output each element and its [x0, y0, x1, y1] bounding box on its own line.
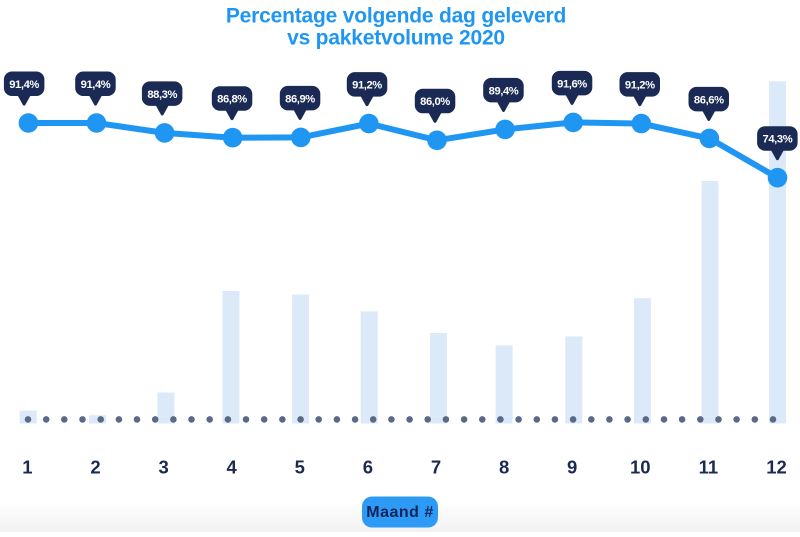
- svg-text:91,6%: 91,6%: [557, 78, 587, 90]
- svg-text:vs pakketvolume 2020: vs pakketvolume 2020: [287, 27, 505, 50]
- svg-text:Maand #: Maand #: [366, 504, 434, 521]
- svg-text:12: 12: [766, 457, 787, 478]
- svg-text:Percentage volgende dag geleve: Percentage volgende dag geleverd: [226, 5, 566, 28]
- svg-text:86,0%: 86,0%: [420, 96, 450, 108]
- svg-text:4: 4: [227, 457, 238, 478]
- svg-text:86,9%: 86,9%: [285, 93, 315, 105]
- svg-text:10: 10: [630, 457, 651, 478]
- svg-text:86,8%: 86,8%: [217, 94, 247, 106]
- svg-text:91,2%: 91,2%: [625, 80, 655, 92]
- svg-text:91,4%: 91,4%: [81, 79, 111, 91]
- svg-text:86,6%: 86,6%: [694, 94, 724, 106]
- svg-text:5: 5: [295, 457, 305, 478]
- svg-text:2: 2: [90, 457, 100, 478]
- svg-text:74,3%: 74,3%: [763, 134, 793, 146]
- svg-text:88,3%: 88,3%: [147, 89, 177, 101]
- svg-text:11: 11: [699, 457, 719, 478]
- svg-text:9: 9: [567, 457, 577, 478]
- svg-text:7: 7: [431, 457, 441, 478]
- svg-text:6: 6: [363, 457, 373, 478]
- svg-text:8: 8: [499, 457, 509, 478]
- svg-text:1: 1: [22, 457, 32, 478]
- svg-text:91,4%: 91,4%: [9, 79, 39, 91]
- svg-text:3: 3: [158, 457, 168, 478]
- svg-text:91,2%: 91,2%: [352, 80, 382, 92]
- svg-text:89,4%: 89,4%: [489, 85, 519, 97]
